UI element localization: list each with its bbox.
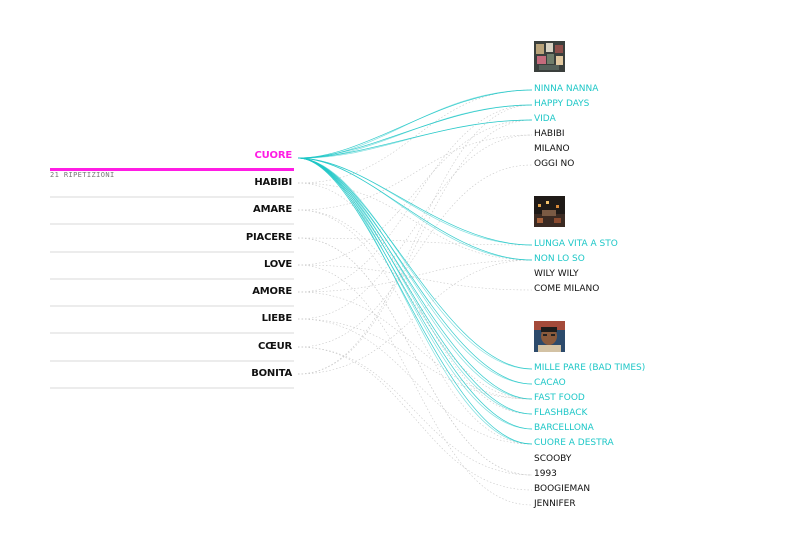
word-rule [50, 305, 294, 307]
highlight-link [297, 157, 533, 430]
word-rule [50, 332, 294, 334]
highlight-link [297, 89, 533, 159]
word-row-bonita[interactable]: BONITA [50, 368, 294, 389]
word-row-coeur[interactable]: CŒUR [50, 341, 294, 362]
highlight-link [297, 157, 533, 430]
song-fast-food[interactable]: FAST FOOD [534, 393, 585, 403]
word-row-amare[interactable]: AMARE [50, 204, 294, 225]
song-cuore-a-destra[interactable]: CUORE A DESTRA [534, 438, 614, 448]
dim-link [297, 318, 533, 445]
word-rule [50, 223, 294, 225]
dim-link [297, 237, 533, 246]
word-rule [50, 168, 294, 171]
word-row-liebe[interactable]: LIEBE [50, 313, 294, 334]
song-jennifer[interactable]: JENNIFER [534, 499, 576, 509]
word-rule [50, 360, 294, 362]
highlight-link [297, 157, 533, 261]
word-label: CUORE [254, 150, 293, 161]
word-label: HABIBI [254, 177, 292, 188]
dim-link [297, 134, 533, 320]
song-oggi-no[interactable]: OGGI NO [534, 159, 575, 169]
highlight-link [297, 157, 533, 400]
dim-link [297, 346, 533, 476]
highlight-link [297, 157, 533, 246]
song-mille-pare[interactable]: MILLE PARE (BAD TIMES) [534, 363, 646, 373]
song-flashback[interactable]: FLASHBACK [534, 408, 588, 418]
song-wily-wily[interactable]: WILY WILY [534, 269, 579, 279]
highlight-link [297, 119, 533, 159]
song-ninna-nanna[interactable]: NINNA NANNA [534, 84, 599, 94]
word-rule [50, 251, 294, 253]
dim-link [297, 291, 533, 400]
dim-link [297, 104, 533, 375]
highlight-link [297, 157, 533, 445]
song-happy-days[interactable]: HAPPY DAYS [534, 99, 590, 109]
word-rule [50, 278, 294, 280]
highlight-link [297, 89, 533, 159]
word-row-piacere[interactable]: PIACERE [50, 232, 294, 253]
dim-link [297, 209, 533, 400]
dim-link [297, 119, 533, 266]
dim-link [297, 119, 533, 375]
word-label: AMARE [253, 204, 292, 215]
dim-link [297, 164, 533, 348]
dim-link [297, 264, 533, 506]
dim-link [297, 209, 533, 445]
highlight-link [297, 157, 533, 370]
word-label: LIEBE [261, 313, 293, 324]
song-lunga-vita-a-sto[interactable]: LUNGA VITA A STO [534, 239, 618, 249]
album-cover-2-icon[interactable] [534, 196, 565, 227]
song-barcellona[interactable]: BARCELLONA [534, 423, 594, 433]
dim-link [297, 346, 533, 491]
song-vida[interactable]: VIDA [534, 114, 556, 124]
song-non-lo-so[interactable]: NON LO SO [534, 254, 585, 264]
song-scooby[interactable]: SCOOBY [534, 454, 572, 464]
word-label: PIACERE [245, 232, 292, 243]
highlight-link [297, 104, 533, 159]
dim-link [297, 134, 533, 211]
word-rule [50, 387, 294, 389]
word-rule [50, 196, 294, 198]
dim-link [297, 104, 533, 293]
word-label: LOVE [263, 259, 292, 270]
word-row-amore[interactable]: AMORE [50, 286, 294, 307]
highlight-links-layer [297, 89, 533, 445]
word-row-cuore[interactable]: CUORE [50, 150, 294, 171]
highlight-link [297, 157, 533, 445]
dim-link [297, 89, 533, 184]
song-milano[interactable]: MILANO [534, 144, 570, 154]
highlight-link [297, 157, 533, 415]
highlight-link [297, 157, 533, 400]
song-boogieman[interactable]: BOOGIEMAN [534, 484, 591, 494]
word-row-love[interactable]: LOVE [50, 259, 294, 280]
word-row-habibi[interactable]: HABIBI [50, 177, 294, 198]
album-cover-3-icon[interactable] [534, 321, 565, 352]
highlight-link [297, 157, 533, 246]
song-1993[interactable]: 1993 [534, 469, 557, 479]
dim-link [297, 182, 533, 261]
dim-link [297, 259, 533, 293]
song-cacao[interactable]: CACAO [534, 378, 566, 388]
word-label: CŒUR [257, 341, 292, 352]
highlight-link [297, 104, 533, 159]
dim-link [297, 237, 533, 476]
song-come-milano[interactable]: COME MILANO [534, 284, 600, 294]
highlight-link [297, 157, 533, 415]
word-label: AMORE [252, 286, 292, 297]
album-cover-1-icon[interactable] [534, 41, 565, 72]
dim-links-layer [297, 89, 533, 506]
highlight-link [297, 157, 533, 385]
highlight-link [297, 157, 533, 385]
highlight-link [297, 157, 533, 370]
repetitions-count: 21 RIPETIZIONI [50, 171, 115, 179]
song-habibi[interactable]: HABIBI [534, 129, 565, 139]
dim-link [297, 264, 533, 291]
word-label: BONITA [251, 368, 292, 379]
